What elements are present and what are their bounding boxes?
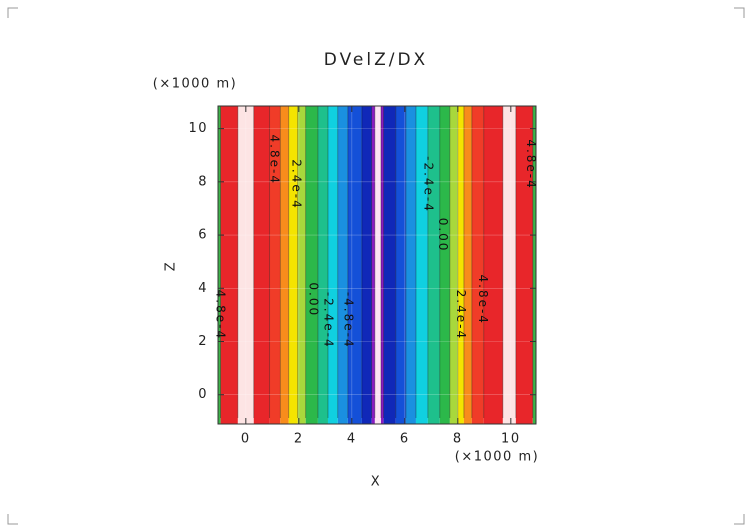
contour-band: [280, 106, 289, 424]
contour-label: -2.4e-4: [421, 156, 435, 213]
contour-band: [337, 106, 348, 424]
y-tick-label: 0: [198, 387, 208, 402]
contour-band: [253, 106, 270, 424]
contour-band: [218, 106, 221, 424]
contour-band: [395, 106, 406, 424]
contour-label: -2.4e-4: [321, 292, 335, 349]
x-tick-label: 6: [400, 432, 410, 447]
contour-band: [502, 106, 516, 424]
x-unit: (×1000 m): [455, 450, 539, 465]
contour-band: [305, 106, 318, 424]
contour-band: [288, 106, 298, 424]
y-tick-label: 2: [198, 334, 208, 349]
contour-label: 0.00: [436, 218, 450, 253]
contour-band: [483, 106, 503, 424]
x-tick-label: 8: [453, 432, 463, 447]
contour-band: [269, 106, 281, 424]
contour-band: [220, 106, 238, 424]
contour-band: [405, 106, 416, 424]
contour-label: 4.8e-4: [524, 139, 538, 189]
contour-band: [371, 106, 375, 424]
contour-band: [380, 106, 384, 424]
contour-label: 4.8e-4: [267, 135, 281, 185]
y-unit: (×1000 m): [153, 77, 237, 92]
contour-band: [297, 106, 306, 424]
contour-band: [347, 106, 362, 424]
contour-label: -4.8e-4: [341, 292, 355, 349]
contour-band: [327, 106, 338, 424]
y-tick-label: 8: [198, 174, 208, 189]
contour-band: [449, 106, 458, 424]
x-tick-label: 10: [501, 432, 521, 447]
contour-band: [383, 106, 396, 424]
contour-band: [515, 106, 533, 424]
contour-band: [463, 106, 472, 424]
page-corners: [7, 7, 745, 525]
y-tick-label: 10: [188, 121, 208, 136]
contour-label: 2.4e-4: [454, 290, 468, 340]
x-tick-label: 4: [347, 432, 357, 447]
contour-band: [374, 106, 381, 424]
x-tick-label: 2: [294, 432, 304, 447]
contour-band: [457, 106, 464, 424]
y-tick-label: 6: [198, 228, 208, 243]
contour-band: [361, 106, 372, 424]
contour-band: [471, 106, 484, 424]
contour-band: [237, 106, 254, 424]
contour-label: 0.00: [306, 282, 320, 317]
contour-label: 2.4e-4: [289, 159, 303, 209]
y-tick-label: 4: [198, 281, 208, 296]
contour-band: [317, 106, 328, 424]
contour-band: [427, 106, 440, 424]
contour-band: [439, 106, 450, 424]
contour-band: [415, 106, 428, 424]
y-axis-label: Z: [164, 261, 179, 271]
plot-frame: [217, 105, 537, 425]
x-tick-label: 0: [241, 432, 251, 447]
contour-band: [532, 106, 536, 424]
chart-title: DVelZ/DX: [324, 50, 428, 70]
x-axis-label: X: [371, 475, 381, 490]
contour-label: 4.8e-4: [476, 275, 490, 325]
contour-label: 4.8e-4: [213, 290, 227, 340]
